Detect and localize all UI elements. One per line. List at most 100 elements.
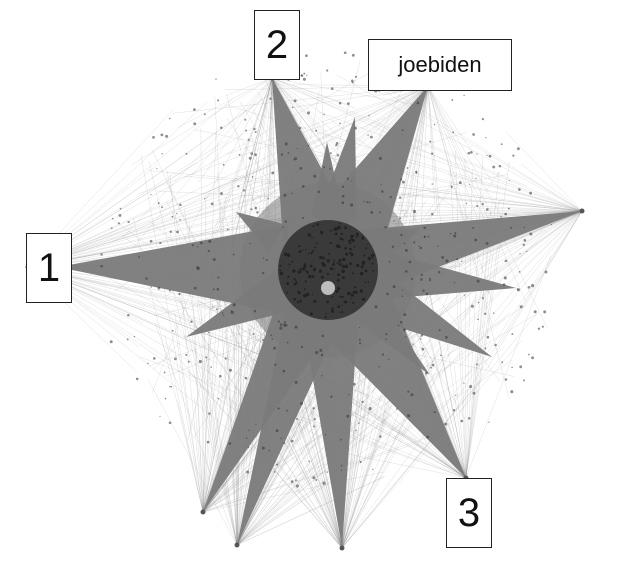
core-node [339,311,341,313]
faint-edge [202,334,226,513]
node-dot [265,258,268,261]
node-dot [351,53,355,57]
core-node [367,256,372,261]
node-dot [346,177,350,180]
node-dot [403,313,407,317]
node-dot [335,141,339,145]
faint-edge [427,85,435,203]
core-node [351,234,354,238]
faint-edge [236,265,517,546]
node-dot [283,442,286,444]
faint-edge [198,77,273,183]
node-dot [169,230,172,233]
node-dot [271,338,274,341]
node-dot [463,94,465,97]
faint-edge [505,131,583,212]
node-dot [369,201,371,204]
node-dot [404,336,407,338]
faint-edge [140,154,204,513]
node-dot [504,212,508,216]
node-dot [358,326,361,329]
node-dot [215,308,218,311]
node-dot [463,382,465,384]
faint-edge [427,85,439,217]
core-node [320,275,324,279]
core-node [299,300,302,303]
node-dot [402,210,404,212]
node-dot [386,292,389,296]
node-dot [341,194,345,198]
faint-edge [392,210,583,225]
node-dot [504,259,508,263]
node-dot [164,397,167,400]
node-dot [159,241,162,245]
faint-edge [204,85,429,199]
node-dot [329,152,332,155]
node-dot [178,292,181,296]
core-node [316,223,319,226]
node-dot [518,271,521,273]
core-node [334,232,338,236]
faint-edge [408,85,429,169]
node-dot [100,264,103,268]
node-dot [380,184,383,186]
node-dot [203,113,206,116]
core-node [326,259,330,263]
node-dot [544,270,548,274]
node-dot [438,329,441,332]
node-dot [421,334,424,337]
node-dot [523,239,527,242]
core-node [303,288,306,291]
core-node [309,264,313,268]
core-node [341,295,344,299]
node-dot [210,366,212,368]
node-dot [526,250,528,253]
faint-edge [239,77,273,202]
faint-edge [443,210,583,419]
core-node [360,265,364,269]
node-dot [244,376,248,380]
node-dot [253,309,257,313]
faint-edge [27,266,377,445]
node-dot [161,206,164,209]
node-dot [465,202,468,205]
core-node [349,247,352,251]
node-dot [340,438,342,441]
node-dot [412,209,417,214]
core-node [349,262,352,265]
node-dot [330,87,334,90]
node-dot [474,238,478,242]
node-dot [408,260,412,264]
core-node [336,261,339,265]
faint-edge [427,85,548,329]
node-dot [277,320,280,323]
node-dot [230,310,234,314]
faint-edge [439,210,583,275]
node-dot [401,129,404,132]
core-node [341,238,344,241]
node-dot [339,122,341,125]
hub-label-1: 1 [26,233,72,303]
node-dot [313,418,316,421]
node-dot [109,340,113,344]
node-dot [228,368,232,372]
node-dot [444,422,448,426]
node-dot [262,271,265,275]
core-node [297,270,299,272]
faint-edge [202,312,222,513]
node-dot [380,190,384,193]
faint-edge [166,77,273,272]
core-node [350,293,354,297]
core-node [298,250,302,253]
node-dot [199,241,203,245]
faint-edge [240,77,273,198]
faint-edge [271,77,356,151]
node-dot [516,147,520,151]
node-dot [217,99,220,102]
node-dot [476,279,480,283]
node-dot [185,152,188,155]
node-dot [303,72,306,75]
node-dot [492,165,496,169]
node-dot [485,242,489,245]
node-dot [286,409,288,412]
